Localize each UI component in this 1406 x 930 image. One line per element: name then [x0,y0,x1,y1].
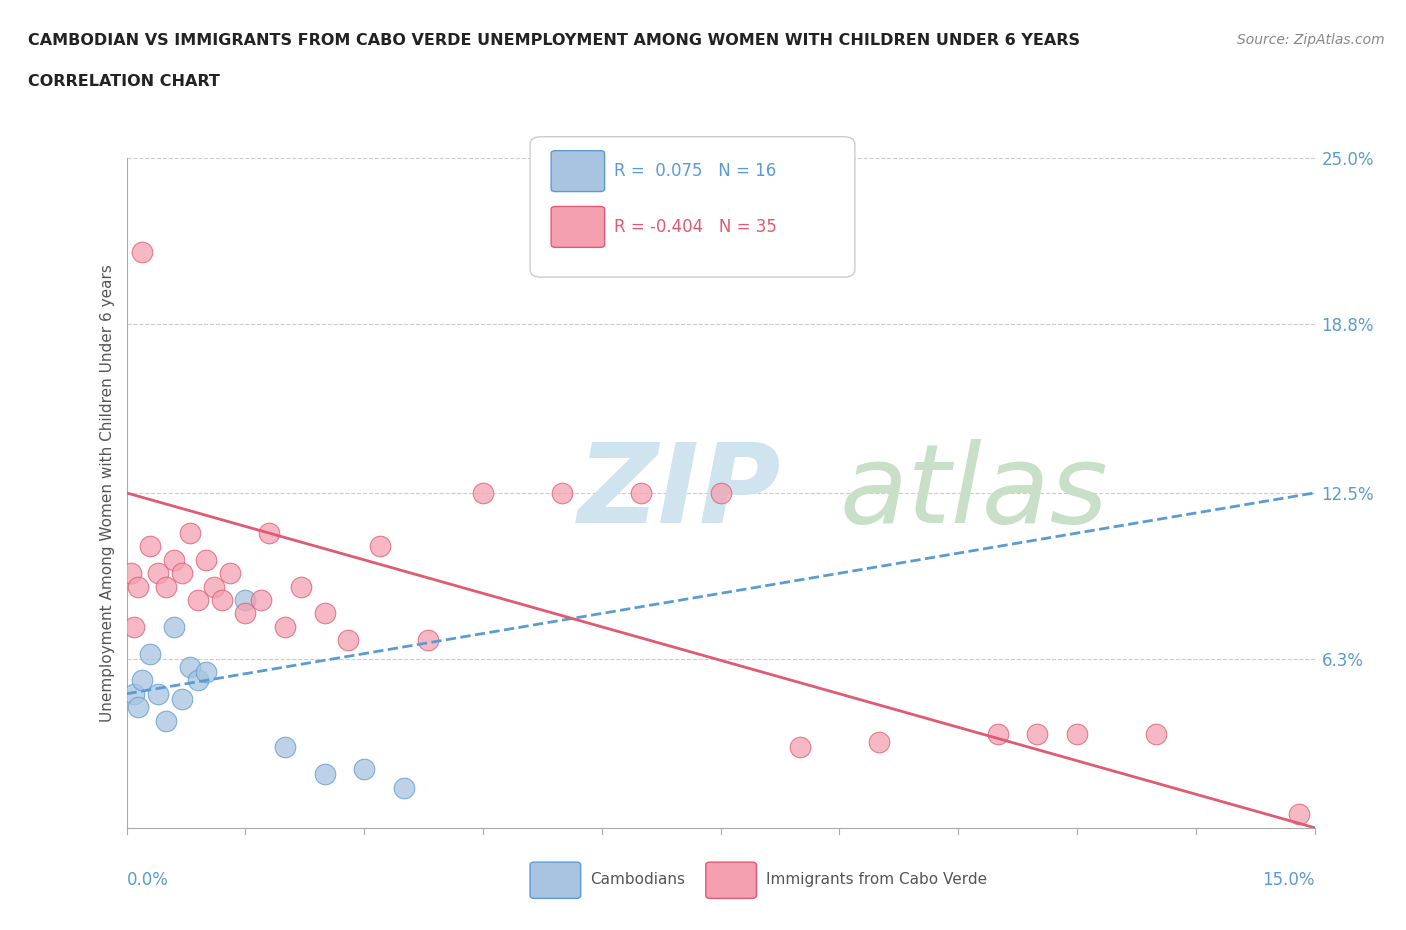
Point [337,632,360,647]
Point [163,619,186,634]
Point [179,659,201,674]
Point [1144,726,1167,741]
Point [257,525,280,540]
Text: atlas: atlas [839,439,1108,547]
Point [368,539,391,554]
Point [155,579,177,594]
Text: Cambodians: Cambodians [591,872,686,887]
Point [127,699,149,714]
Point [233,606,256,621]
Text: ZIP: ZIP [578,439,782,547]
Point [187,673,209,688]
Text: 15.0%: 15.0% [1263,871,1315,889]
Point [139,539,162,554]
Point [314,766,336,781]
Point [163,552,186,567]
Point [1026,726,1049,741]
Point [124,619,146,634]
Point [472,485,495,500]
Point [416,632,439,647]
Text: Immigrants from Cabo Verde: Immigrants from Cabo Verde [766,872,987,887]
Point [987,726,1010,741]
Point [155,713,177,728]
Point [124,686,146,701]
Point [353,762,375,777]
Point [274,619,297,634]
Point [194,665,217,680]
Text: Source: ZipAtlas.com: Source: ZipAtlas.com [1237,33,1385,46]
Point [179,525,201,540]
Point [233,592,256,607]
Point [314,606,336,621]
Point [1066,726,1088,741]
Point [630,485,652,500]
Point [868,735,890,750]
Point [187,592,209,607]
Point [131,245,153,259]
Point [1288,807,1310,822]
Text: 0.0%: 0.0% [127,871,169,889]
Text: R =  0.075   N = 16: R = 0.075 N = 16 [614,162,776,180]
Point [120,565,142,580]
Point [250,592,273,607]
Point [551,485,574,500]
Point [127,579,149,594]
Point [274,740,297,755]
Point [789,740,811,755]
Point [709,485,731,500]
Text: R = -0.404   N = 35: R = -0.404 N = 35 [614,218,778,236]
Y-axis label: Unemployment Among Women with Children Under 6 years: Unemployment Among Women with Children U… [100,264,115,722]
Point [148,565,170,580]
Point [170,692,193,707]
Point [202,579,225,594]
Point [194,552,217,567]
Point [131,673,153,688]
Point [392,780,415,795]
Point [290,579,312,594]
Point [218,565,240,580]
Point [211,592,233,607]
Point [170,565,193,580]
Point [148,686,170,701]
Text: CORRELATION CHART: CORRELATION CHART [28,74,219,89]
Point [139,646,162,661]
Text: CAMBODIAN VS IMMIGRANTS FROM CABO VERDE UNEMPLOYMENT AMONG WOMEN WITH CHILDREN U: CAMBODIAN VS IMMIGRANTS FROM CABO VERDE … [28,33,1080,47]
